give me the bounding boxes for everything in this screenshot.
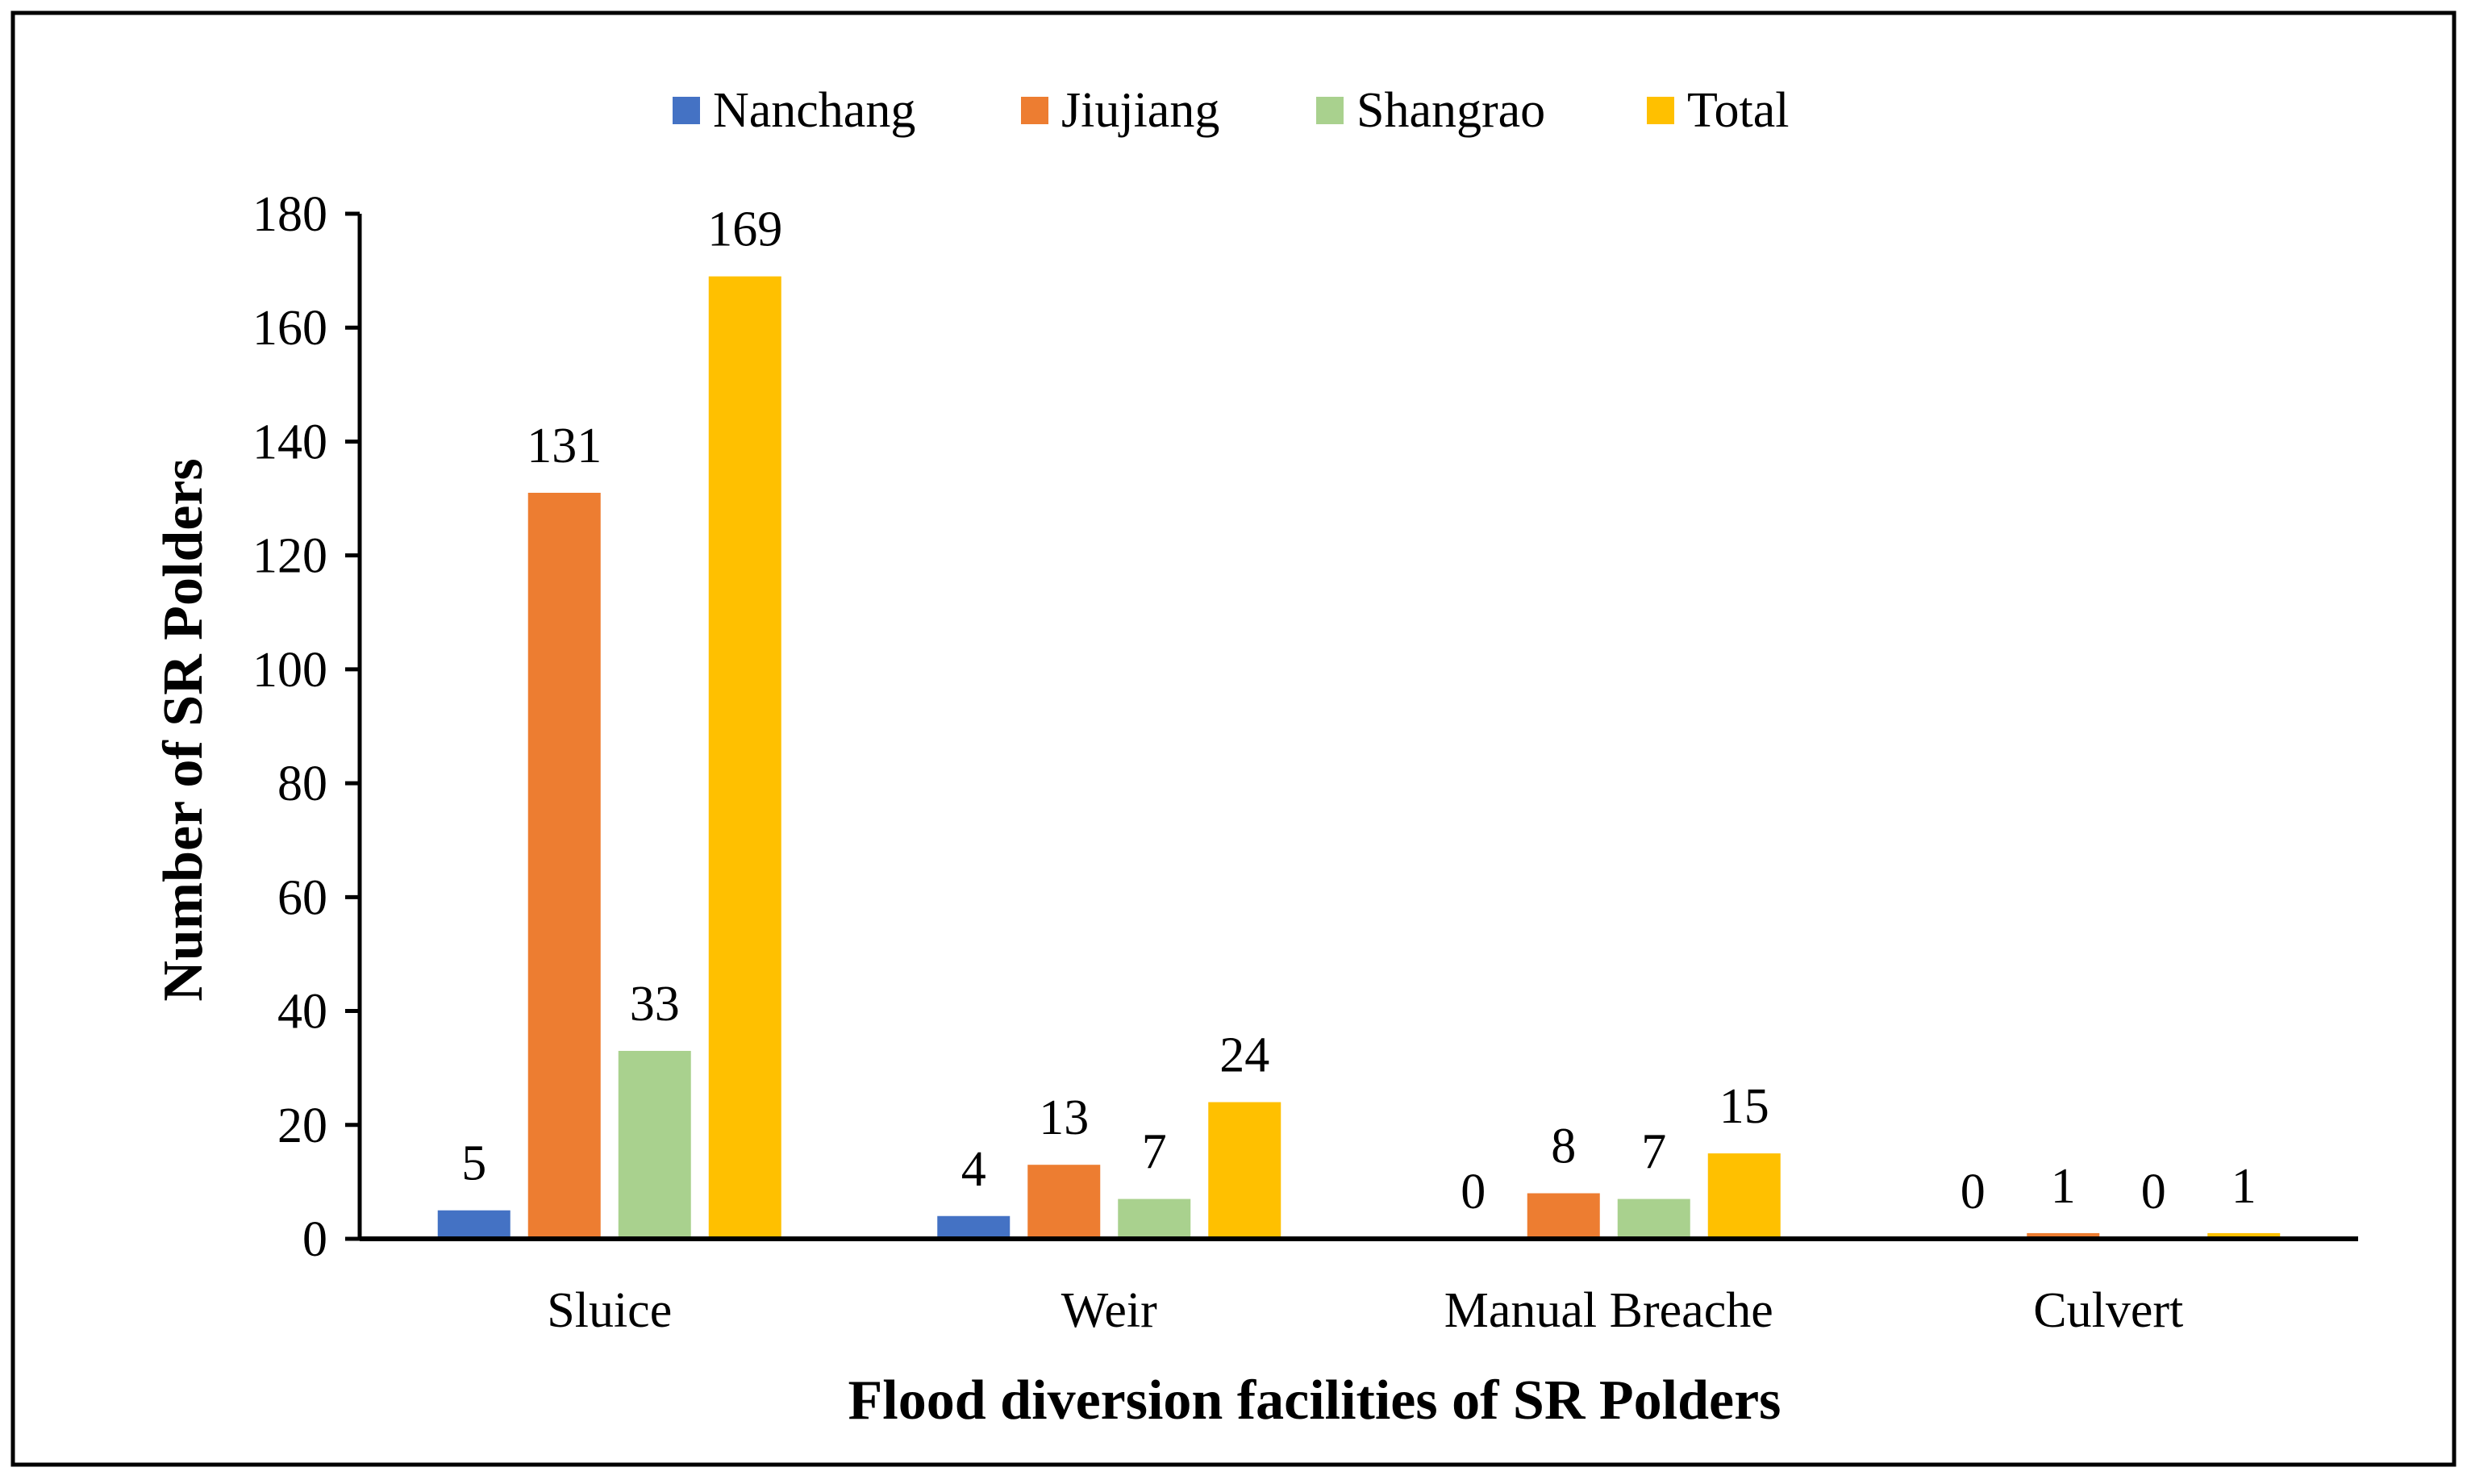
data-label-jiujiang-culvert: 1 (2051, 1159, 2076, 1214)
x-axis-title: Flood diversion facilities of SR Polders (848, 1369, 1781, 1432)
legend: Nanchang Jiujiang Shangrao Total (673, 83, 1790, 138)
bar-jiujiang-sluice (527, 492, 601, 1239)
y-tick-label: 0 (302, 1212, 327, 1267)
bar-shangrao-manual-breache (1617, 1198, 1690, 1239)
chart-border (10, 10, 2457, 1467)
x-tick-label: Weir (1061, 1283, 1157, 1338)
bar-total-sluice (708, 276, 781, 1239)
bar-shangrao-weir (1118, 1198, 1191, 1239)
data-label-total-sluice: 169 (707, 202, 782, 257)
y-axis: 0 20 40 60 80 100 120 140 160 180 (252, 187, 362, 1267)
x-tick-label: Sluice (547, 1283, 672, 1338)
data-label-total-weir: 24 (1219, 1028, 1269, 1083)
bar-jiujiang-weir (1027, 1165, 1101, 1239)
y-tick-label: 20 (277, 1098, 327, 1153)
bar-jiujiang-culvert (2027, 1232, 2100, 1239)
legend-label-nanchang: Nanchang (713, 83, 915, 138)
x-tick-label: Culvert (2033, 1283, 2183, 1338)
y-tick-label: 100 (252, 643, 327, 698)
data-labels-group: 5 131 33 169 4 13 7 24 0 8 7 15 0 1 0 1 (461, 202, 2257, 1219)
y-tick-label: 140 (252, 415, 327, 469)
data-label-shangrao-sluice: 33 (630, 977, 680, 1032)
bar-jiujiang-manual-breache (1527, 1193, 1600, 1239)
data-label-nanchang-manual-breache: 0 (1461, 1165, 1486, 1219)
data-label-shangrao-culvert: 0 (2141, 1165, 2166, 1219)
y-tick-label: 80 (277, 757, 327, 811)
bar-total-culvert (2207, 1232, 2281, 1239)
data-label-shangrao-manual-breache: 7 (1641, 1125, 1666, 1180)
data-label-shangrao-weir: 7 (1142, 1125, 1167, 1180)
y-tick-label: 60 (277, 870, 327, 925)
x-tick-label: Manual Breache (1444, 1283, 1773, 1338)
legend-label-total: Total (1687, 83, 1790, 138)
y-tick-label: 180 (252, 187, 327, 242)
bar-nanchang-weir (937, 1215, 1011, 1239)
legend-swatch-jiujiang (1021, 97, 1048, 124)
data-label-nanchang-culvert: 0 (1961, 1165, 1986, 1219)
bar-total-weir (1208, 1102, 1281, 1239)
y-axis-title: Number of SR Polders (152, 458, 215, 1001)
bar-total-manual-breache (1707, 1153, 1781, 1239)
legend-swatch-nanchang (673, 97, 700, 124)
data-label-jiujiang-sluice: 131 (527, 419, 602, 473)
legend-label-shangrao: Shangrao (1356, 83, 1545, 138)
data-label-jiujiang-manual-breache: 8 (1551, 1119, 1576, 1174)
bar-shangrao-sluice (618, 1050, 691, 1239)
y-tick-label: 40 (277, 985, 327, 1040)
y-tick-label: 120 (252, 529, 327, 584)
legend-label-jiujiang: Jiujiang (1061, 83, 1219, 138)
x-axis: Sluice Weir Manual Breache Culvert (360, 1236, 2358, 1338)
data-label-jiujiang-weir: 13 (1039, 1090, 1089, 1145)
data-label-total-culvert: 1 (2232, 1159, 2257, 1214)
data-label-nanchang-weir: 4 (961, 1142, 986, 1197)
legend-swatch-shangrao (1316, 97, 1344, 124)
legend-swatch-total (1647, 97, 1674, 124)
bar-nanchang-sluice (437, 1210, 510, 1239)
data-label-total-manual-breache: 15 (1719, 1079, 1769, 1134)
bars-group (437, 276, 2281, 1239)
y-tick-label: 160 (252, 301, 327, 356)
data-label-nanchang-sluice: 5 (461, 1136, 486, 1191)
